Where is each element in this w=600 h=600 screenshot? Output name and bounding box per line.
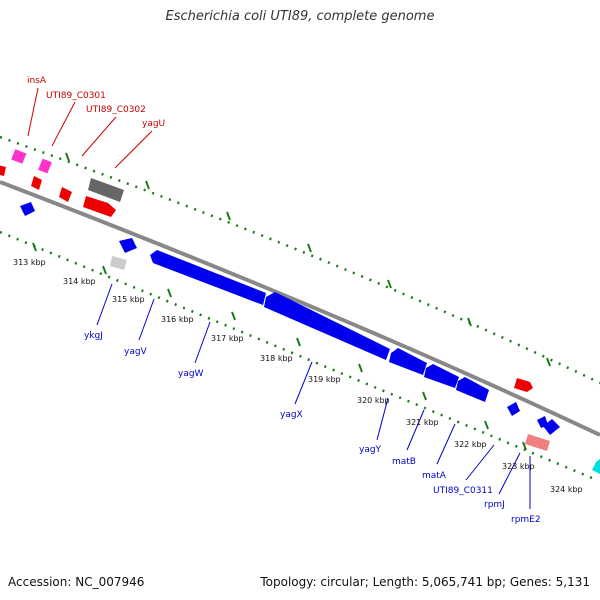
inner-dotted-ring: [0, 230, 593, 480]
gene-label-yagW[interactable]: yagW: [178, 369, 204, 379]
map-title: Escherichia coli UTI89, complete genome: [165, 9, 435, 24]
tick-label: 313 kbp: [13, 258, 46, 267]
gene-red-small-2[interactable]: [59, 187, 72, 202]
gene-label-ykgJ[interactable]: ykgJ: [84, 331, 103, 341]
gene-ykgJ[interactable]: [119, 238, 137, 253]
tick-mark: [358, 363, 363, 373]
top-gene-labels: insA UTI89_C0301 UTI89_C0302 yagU: [27, 76, 165, 129]
leader-line: [436, 423, 456, 465]
leader-line: [114, 130, 153, 169]
leader-line: [498, 452, 521, 495]
tick-mark: [467, 317, 472, 327]
gene-label-UTI89_C0311[interactable]: UTI89_C0311: [433, 486, 493, 496]
leader-line: [465, 444, 495, 481]
tick-label: 314 kbp: [63, 277, 96, 286]
gene-cyan-edge[interactable]: [592, 459, 600, 474]
leader-line: [138, 298, 155, 341]
leader-line: [96, 283, 113, 326]
gene-matA[interactable]: [456, 377, 489, 402]
gene-yagV[interactable]: [150, 250, 266, 305]
bottom-gene-labels: ykgJ yagV yagW yagX yagY matB matA UTI89…: [84, 331, 541, 525]
accession-text: Accession: NC_007946: [8, 575, 145, 589]
gene-yagY[interactable]: [389, 348, 427, 375]
tick-mark: [102, 265, 107, 275]
inner-major-ticks: [32, 242, 527, 451]
gene-rpmE2[interactable]: [543, 419, 560, 435]
bottom-leader-lines: [96, 283, 531, 509]
tick-mark: [387, 279, 392, 289]
tick-label: 315 kbp: [112, 295, 145, 304]
tick-mark: [522, 441, 527, 451]
tick-mark: [546, 357, 551, 367]
leader-line: [294, 361, 313, 405]
gene-label-yagV[interactable]: yagV: [124, 347, 148, 357]
genome-backbone: [0, 180, 600, 437]
tick-label: 322 kbp: [454, 440, 487, 449]
tick-mark: [231, 311, 236, 321]
gene-yagU[interactable]: [83, 196, 116, 217]
gene-label-yagX[interactable]: yagX: [280, 410, 303, 420]
leader-line: [376, 397, 389, 441]
gene-label-UTI89_C0301[interactable]: UTI89_C0301: [46, 91, 106, 101]
gene-red-fragment[interactable]: [0, 165, 6, 176]
tick-mark: [296, 337, 301, 347]
leader-line: [81, 116, 117, 157]
leader-line: [194, 321, 211, 364]
tick-label: 320 kbp: [357, 396, 390, 405]
tick-mark: [65, 152, 70, 162]
tick-mark: [32, 242, 37, 252]
tick-label: 321 kbp: [406, 418, 439, 427]
gene-label-rpmJ[interactable]: rpmJ: [484, 500, 505, 510]
gene-UTI89_C0311[interactable]: [507, 402, 520, 416]
gene-blue-left[interactable]: [20, 202, 35, 216]
tick-label: 323 kbp: [502, 462, 535, 471]
gene-red-small[interactable]: [31, 176, 42, 190]
genome-summary-text: Topology: circular; Length: 5,065,741 bp…: [260, 575, 590, 589]
gene-label-UTI89_C0302[interactable]: UTI89_C0302: [86, 105, 146, 115]
gene-label-matB[interactable]: matB: [392, 457, 416, 467]
tick-labels: 313 kbp 314 kbp 315 kbp 316 kbp 317 kbp …: [13, 258, 583, 494]
outer-dotted-ring: [0, 135, 600, 385]
tick-mark: [307, 243, 312, 253]
gene-label-rpmE2[interactable]: rpmE2: [511, 515, 541, 525]
forward-features: [0, 149, 600, 474]
tick-mark: [167, 288, 172, 298]
top-leader-lines: [27, 87, 153, 169]
outer-major-ticks: [65, 152, 551, 367]
gene-label-matA[interactable]: matA: [422, 471, 447, 481]
gene-grey[interactable]: [110, 256, 127, 270]
gene-insA[interactable]: [11, 149, 27, 164]
gene-red-right[interactable]: [514, 378, 533, 392]
tick-mark: [145, 180, 150, 190]
gene-UTI89_C0301[interactable]: [38, 158, 52, 174]
gene-rpmJ[interactable]: [525, 434, 550, 451]
tick-label: 324 kbp: [550, 485, 583, 494]
gene-label-yagY[interactable]: yagY: [359, 445, 382, 455]
gene-yagW-yagX[interactable]: [264, 292, 390, 360]
tick-label: 319 kbp: [308, 375, 341, 384]
gene-label-yagU[interactable]: yagU: [142, 119, 165, 129]
tick-label: 317 kbp: [211, 334, 244, 343]
tick-mark: [226, 211, 231, 221]
reverse-features: [20, 202, 560, 435]
gene-UTI89_C0302[interactable]: [88, 178, 124, 202]
gene-matB[interactable]: [424, 364, 459, 388]
leader-line: [406, 409, 425, 451]
leader-line: [51, 101, 76, 147]
tick-mark: [422, 391, 427, 401]
tick-label: 316 kbp: [161, 315, 194, 324]
leader-line: [27, 87, 39, 137]
tick-label: 318 kbp: [260, 354, 293, 363]
gene-label-insA[interactable]: insA: [27, 76, 47, 86]
tick-mark: [484, 420, 489, 430]
